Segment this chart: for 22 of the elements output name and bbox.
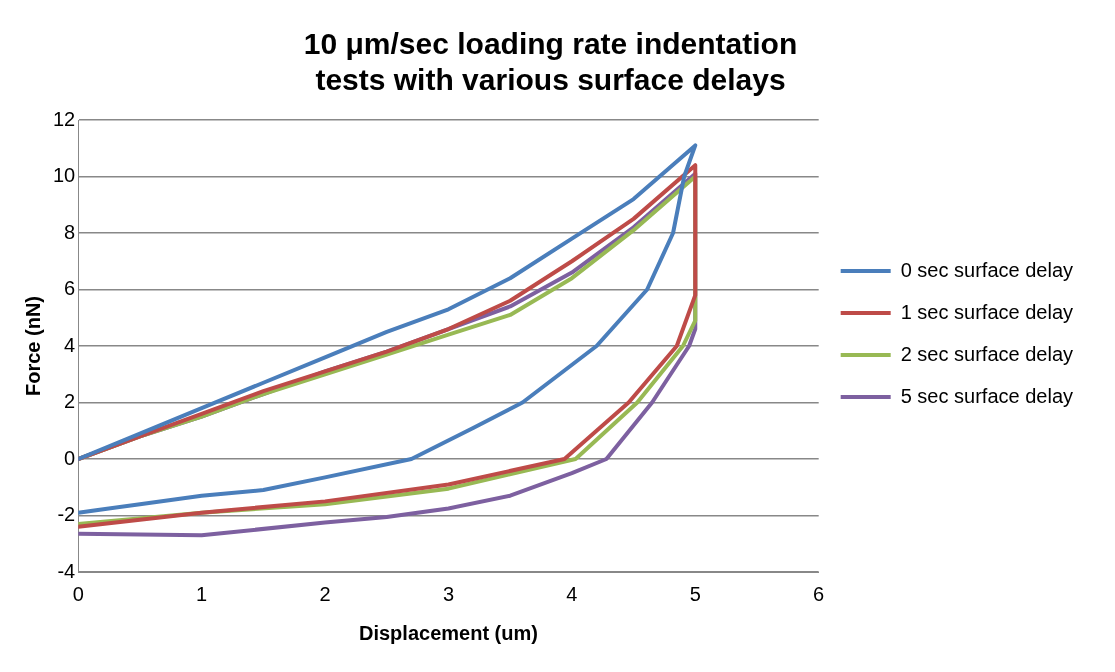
x-tick-label: 2 [319, 582, 331, 605]
legend-label: 1 sec surface delay [900, 300, 1074, 323]
x-tick-label: 1 [196, 582, 208, 605]
y-tick-label: 4 [64, 333, 76, 356]
legend-label: 0 sec surface delay [900, 258, 1074, 281]
y-tick-label: 8 [64, 220, 76, 243]
x-axis-title: Displacement (um) [359, 621, 538, 644]
y-tick-label: 2 [64, 390, 76, 413]
x-tick-label: 3 [442, 582, 455, 605]
y-tick-label: -4 [57, 559, 76, 582]
x-tick-label: 4 [566, 582, 578, 605]
x-tick-label: 6 [813, 582, 825, 605]
x-tick-label: 5 [689, 582, 701, 605]
y-tick-label: 0 [64, 446, 76, 469]
y-tick-label: -2 [57, 503, 76, 526]
legend-label: 5 sec surface delay [900, 384, 1074, 407]
y-tick-label: 10 [53, 164, 76, 187]
y-tick-label: 6 [64, 277, 76, 300]
y-tick-label: 12 [53, 107, 76, 130]
y-axis-title: Force (nN) [21, 296, 44, 396]
legend-label: 2 sec surface delay [900, 342, 1074, 365]
chart-title: 10 μm/sec loading rate indentation tests with various surface delays [303, 27, 798, 97]
